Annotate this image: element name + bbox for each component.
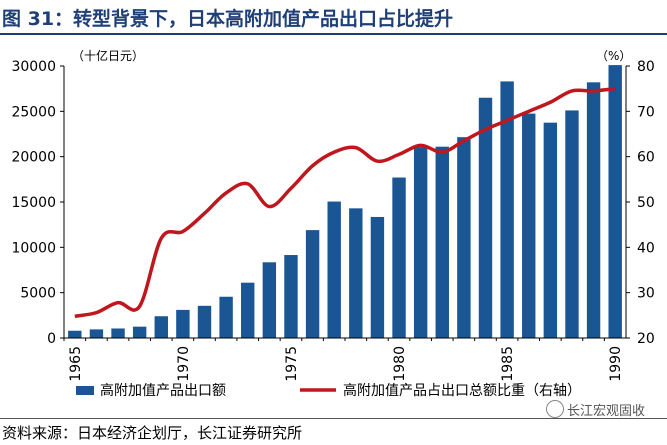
bar-1980 xyxy=(392,177,406,338)
y-left-tick-label: 15000 xyxy=(11,195,56,211)
bar-1975 xyxy=(284,255,298,338)
chart-title: 图 31：转型背景下，日本高附加值产品出口占比提升 xyxy=(2,8,454,30)
bar-1974 xyxy=(262,262,277,338)
bar-1985 xyxy=(500,81,514,338)
bar-1984 xyxy=(478,97,493,338)
title-bar: 图 31：转型背景下，日本高附加值产品出口占比提升 xyxy=(0,0,667,36)
y-left-tick-label: 30000 xyxy=(11,59,56,75)
y-right-tick-label: 20 xyxy=(637,331,655,347)
source-divider xyxy=(0,418,667,419)
bar-1981 xyxy=(413,147,428,338)
y-right-tick-label: 40 xyxy=(637,240,655,256)
bar-1988 xyxy=(565,110,579,338)
watermark: 长江宏观固收 xyxy=(546,400,645,419)
legend-swatch-bar xyxy=(76,386,94,395)
y-left-unit-label: （十亿日元） xyxy=(72,48,144,63)
bar-1979 xyxy=(370,216,385,338)
bar-1970 xyxy=(176,309,190,338)
bar-1976 xyxy=(305,230,320,338)
x-tick-label: 1975 xyxy=(284,346,300,382)
bar-1977 xyxy=(327,201,341,338)
bar-1972 xyxy=(219,296,233,338)
bar-1973 xyxy=(241,282,255,338)
x-tick-label: 1980 xyxy=(392,346,408,382)
bar-1969 xyxy=(154,316,168,338)
y-right-tick-label: 50 xyxy=(637,195,655,211)
y-right-tick-label: 30 xyxy=(637,286,655,302)
legend-label-bar: 高附加值产品出口额 xyxy=(100,382,226,399)
bar-1965 xyxy=(68,330,82,338)
bar-1978 xyxy=(349,208,363,338)
x-tick-label: 1970 xyxy=(176,346,192,382)
source-note: 资料来源：日本经济企划厅，长江证券研究所 xyxy=(2,424,303,442)
bar-1968 xyxy=(132,326,147,338)
y-right-tick-label: 60 xyxy=(637,150,655,166)
bar-1986 xyxy=(522,113,536,338)
y-right-tick-label: 70 xyxy=(637,104,655,120)
bar-1987 xyxy=(543,122,558,339)
bar-1971 xyxy=(197,305,212,338)
bar-1989 xyxy=(586,82,601,338)
bar-1990 xyxy=(608,65,622,339)
bar-1982 xyxy=(435,146,449,338)
x-tick-label: 1990 xyxy=(608,346,624,382)
y-right-unit-label: （%） xyxy=(596,49,631,63)
watermark-text: 长江宏观固收 xyxy=(567,404,646,419)
chart-canvas: 0 5000 10000 15000 20000 25000 30000 20 30 40 50 60… xyxy=(11,48,655,399)
title-divider xyxy=(0,33,667,35)
y-left-tick-label: 0 xyxy=(47,331,56,347)
x-tick-label: 1985 xyxy=(500,346,516,382)
bar-1967 xyxy=(111,328,125,338)
wechat-icon xyxy=(546,400,564,418)
x-tick-label: 1965 xyxy=(68,346,84,382)
y-right-tick-label: 80 xyxy=(637,59,655,75)
y-left-tick-label: 20000 xyxy=(11,150,56,166)
y-left-tick-label: 10000 xyxy=(11,240,56,256)
bar-1983 xyxy=(457,137,471,338)
legend-label-line: 高附加值产品占出口总额比重（右轴） xyxy=(343,382,581,399)
bar-1966 xyxy=(89,329,104,338)
y-left-tick-label: 25000 xyxy=(11,104,56,120)
y-left-tick-label: 5000 xyxy=(20,286,56,302)
